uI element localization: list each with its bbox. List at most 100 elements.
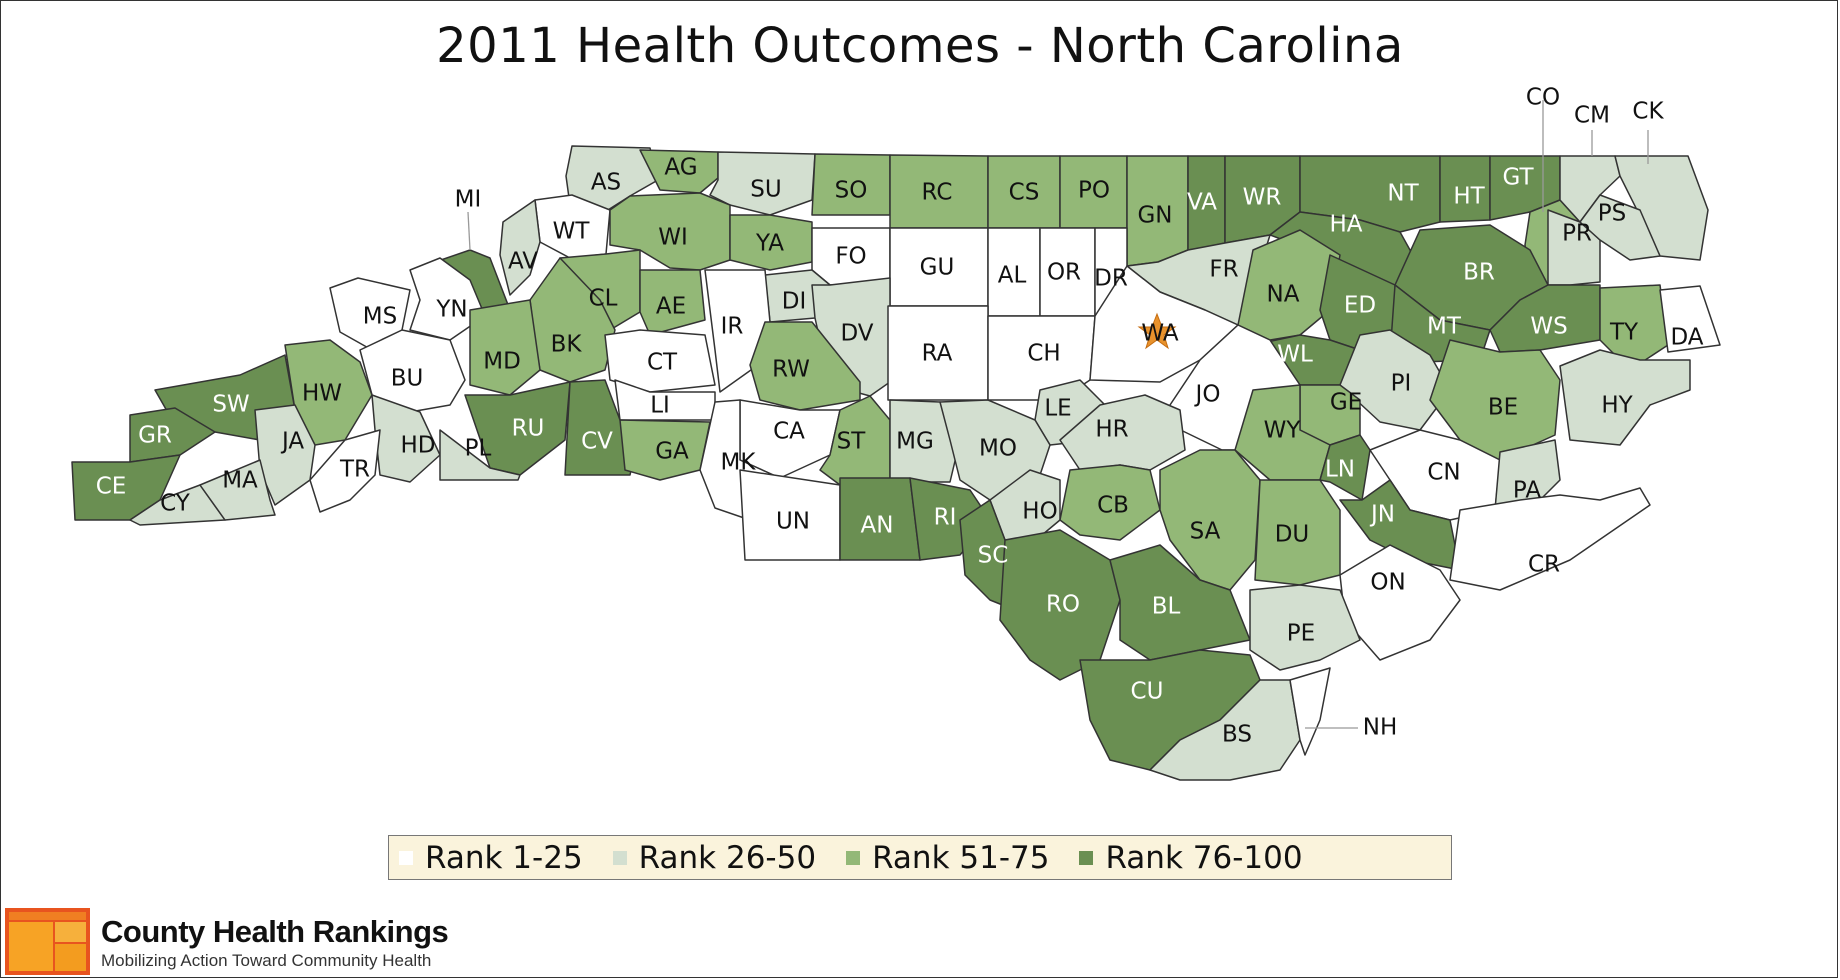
county-label-mi: MI xyxy=(455,187,482,213)
county-label-bl: BL xyxy=(1152,594,1181,620)
county-label-bs: BS xyxy=(1222,722,1252,748)
county-label-li: LI xyxy=(650,393,670,419)
county-label-av: AV xyxy=(508,249,538,275)
county-label-rw: RW xyxy=(772,357,810,383)
map-title: 2011 Health Outcomes - North Carolina xyxy=(436,18,1404,74)
county-label-cb: CB xyxy=(1097,493,1129,519)
legend-label-4: Rank 76-100 xyxy=(1105,839,1303,876)
county-nh xyxy=(1289,667,1331,756)
county-jn xyxy=(1339,479,1461,571)
county-label-ma: MA xyxy=(222,468,258,494)
county-label-ws: WS xyxy=(1530,314,1567,340)
county-label-cl: CL xyxy=(589,286,618,312)
county-md xyxy=(469,299,541,396)
county-be xyxy=(1429,339,1561,461)
brand-tagline: Mobilizing Action Toward Community Healt… xyxy=(101,951,432,970)
county-label-cn: CN xyxy=(1427,460,1460,486)
county-label-mk: MK xyxy=(721,450,757,476)
county-label-dv: DV xyxy=(840,321,873,347)
county-label-pa: PA xyxy=(1513,478,1541,504)
county-label-cr: CR xyxy=(1528,552,1560,578)
county-label-cy: CY xyxy=(160,491,191,517)
legend-item-rank-26-50: Rank 26-50 xyxy=(612,839,817,876)
county-label-ga: GA xyxy=(655,439,689,465)
county-label-an: AN xyxy=(861,513,894,539)
county-cb xyxy=(1059,464,1161,541)
county-wi xyxy=(609,192,731,271)
county-bl xyxy=(1109,544,1251,661)
legend-swatch-2 xyxy=(612,850,627,865)
county-label-bu: BU xyxy=(391,366,424,392)
county-label-ae: AE xyxy=(656,294,686,320)
map-legend: Rank 1-25 Rank 26-50 Rank 51-75 Rank 76-… xyxy=(388,835,1452,880)
county-label-yn: YN xyxy=(435,297,467,323)
county-label-hw: HW xyxy=(302,381,342,407)
county-label-pl: PL xyxy=(465,436,492,462)
county-label-tr: TR xyxy=(339,457,370,483)
county-tr xyxy=(309,429,381,513)
legend-label-1: Rank 1-25 xyxy=(425,839,583,876)
county-label-md: MD xyxy=(483,349,521,375)
county-yn xyxy=(409,257,486,341)
county-ck xyxy=(1614,155,1709,261)
county-label-po: PO xyxy=(1078,178,1110,204)
county-label-on: ON xyxy=(1370,570,1405,596)
county-label-mo: MO xyxy=(979,436,1017,462)
county-label-wy: WY xyxy=(1264,418,1302,444)
county-label-mt: MT xyxy=(1427,314,1462,340)
county-label-na: NA xyxy=(1267,282,1300,308)
county-label-fo: FO xyxy=(835,244,866,270)
legend-label-3: Rank 51-75 xyxy=(872,839,1050,876)
county-label-al: AL xyxy=(998,263,1027,289)
county-label-gt: GT xyxy=(1502,165,1534,191)
county-label-dr: DR xyxy=(1094,266,1128,292)
county-label-ce: CE xyxy=(96,474,127,500)
legend-label-2: Rank 26-50 xyxy=(638,839,817,876)
capital-star-icon xyxy=(1137,312,1177,350)
county-label-co: CO xyxy=(1526,85,1560,111)
county-label-cu: CU xyxy=(1131,679,1164,705)
brand-name: County Health Rankings xyxy=(101,914,449,949)
county-label-gr: GR xyxy=(138,423,172,449)
county-label-nt: NT xyxy=(1387,181,1419,207)
county-label-or: OR xyxy=(1047,260,1081,286)
county-label-hd: HD xyxy=(400,433,435,459)
county-label-su: SU xyxy=(750,177,781,203)
county-label-fr: FR xyxy=(1209,257,1238,283)
county-label-gu: GU xyxy=(920,255,955,281)
county-label-sc: SC xyxy=(978,543,1009,569)
county-gr xyxy=(129,407,216,463)
county-label-ck: CK xyxy=(1632,99,1664,125)
county-label-ht: HT xyxy=(1453,184,1485,210)
county-label-da: DA xyxy=(1670,325,1703,351)
county-label-so: SO xyxy=(835,178,868,204)
legend-item-rank-1-25: Rank 1-25 xyxy=(399,840,583,876)
county-label-bk: BK xyxy=(551,332,583,358)
county-ma xyxy=(199,459,276,521)
county-label-ja: JA xyxy=(280,429,304,455)
county-label-st: ST xyxy=(837,429,867,455)
county-label-ty: TY xyxy=(1609,320,1639,346)
county-label-ir: IR xyxy=(721,314,744,340)
county-ae xyxy=(639,269,706,336)
county-label-wa: WA xyxy=(1141,321,1178,347)
county-label-sw: SW xyxy=(212,392,249,418)
county-pl xyxy=(439,429,521,481)
county-label-ch: CH xyxy=(1027,341,1060,367)
county-pa xyxy=(1494,439,1561,511)
county-label-nh: NH xyxy=(1363,715,1398,741)
county-ty xyxy=(1599,284,1669,371)
county-label-cm: CM xyxy=(1574,103,1610,129)
county-label-be: BE xyxy=(1488,395,1518,421)
county-label-gn: GN xyxy=(1137,203,1172,229)
county-pe xyxy=(1249,584,1361,671)
county-hd xyxy=(371,394,441,483)
county-label-le: LE xyxy=(1044,396,1071,422)
county-label-ca: CA xyxy=(773,419,805,445)
legend-item-rank-51-75: Rank 51-75 xyxy=(846,840,1049,876)
county-rw xyxy=(749,321,861,411)
county-label-ya: YA xyxy=(755,231,784,257)
county-label-as: AS xyxy=(591,170,621,196)
county-label-hr: HR xyxy=(1095,417,1128,443)
